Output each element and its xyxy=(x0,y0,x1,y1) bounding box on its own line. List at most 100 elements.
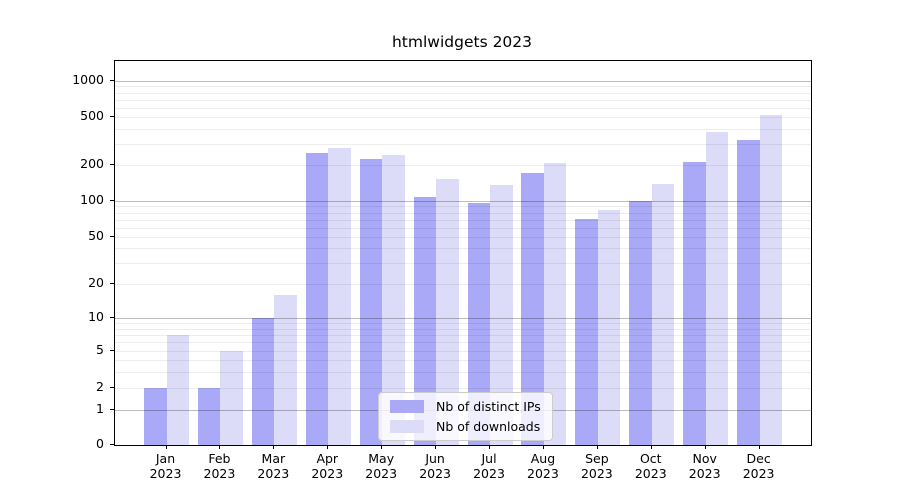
x-tick-month: Sep xyxy=(585,451,609,466)
y-tick-label-500: 500 xyxy=(80,108,104,123)
x-tick-month: Jun xyxy=(425,451,445,466)
x-tick-month: Mar xyxy=(261,451,286,466)
ips-bar-jan xyxy=(144,388,167,445)
y-tick-label-5: 5 xyxy=(96,342,104,357)
ips-bar-dec xyxy=(737,140,760,445)
x-tick-label-oct: Oct 2023 xyxy=(623,451,679,481)
x-tick-month: Apr xyxy=(316,451,339,466)
legend-swatch-ips xyxy=(390,400,424,413)
x-tick-year: 2023 xyxy=(527,466,559,481)
x-tick-year: 2023 xyxy=(473,466,505,481)
x-tick-mark-feb xyxy=(219,445,221,449)
x-tick-label-apr: Apr 2023 xyxy=(299,451,355,481)
x-tick-mark-jun xyxy=(435,445,437,449)
x-tick-label-jun: Jun 2023 xyxy=(407,451,463,481)
y-tick-mark-5 xyxy=(110,350,114,351)
downloads-bar-mar xyxy=(274,294,297,445)
x-tick-year: 2023 xyxy=(311,466,344,481)
x-tick-month: Oct xyxy=(639,451,662,466)
downloads-bar-dec xyxy=(759,115,783,445)
gridline-minor-40 xyxy=(115,248,811,249)
ips-bar-sep xyxy=(575,218,598,445)
x-tick-year: 2023 xyxy=(419,466,451,481)
gridline-minor-500 xyxy=(115,117,811,118)
y-tick-mark-20 xyxy=(110,283,114,284)
downloads-bar-nov xyxy=(705,131,729,445)
x-tick-year: 2023 xyxy=(203,466,236,481)
gridline-minor-400 xyxy=(115,129,811,130)
x-tick-month: Feb xyxy=(208,451,231,466)
x-tick-mark-apr xyxy=(327,445,329,449)
x-tick-year: 2023 xyxy=(688,466,721,481)
gridline-minor-200 xyxy=(115,165,811,166)
y-tick-mark-200 xyxy=(110,164,114,165)
gridline-minor-80 xyxy=(115,213,811,214)
x-tick-month: Jul xyxy=(481,451,497,466)
downloads-bar-feb xyxy=(220,351,243,445)
gridline-minor-700 xyxy=(115,100,811,101)
gridline-minor-4 xyxy=(115,360,811,361)
x-tick-mark-jan xyxy=(165,445,167,449)
legend-item-downloads: Nb of downloads xyxy=(390,419,541,434)
ips-bar-may xyxy=(359,159,383,445)
legend-item-ips: Nb of distinct IPs xyxy=(390,399,541,414)
downloads-bar-jun xyxy=(436,179,459,445)
plot-area xyxy=(114,60,812,446)
gridline-minor-20 xyxy=(115,284,811,285)
ips-bar-mar xyxy=(251,318,275,445)
x-tick-mark-may xyxy=(381,445,383,449)
x-tick-month: May xyxy=(368,451,395,466)
gridline-minor-8 xyxy=(115,329,811,330)
x-tick-year: 2023 xyxy=(149,466,182,481)
x-tick-label-sep: Sep 2023 xyxy=(569,451,625,481)
legend-label-ips: Nb of distinct IPs xyxy=(436,399,541,414)
gridline-minor-60 xyxy=(115,228,811,229)
gridline-major-100 xyxy=(115,201,811,202)
x-tick-mark-nov xyxy=(704,445,706,449)
downloads-bar-aug xyxy=(543,162,567,445)
x-tick-month: Nov xyxy=(692,451,717,466)
x-tick-year: 2023 xyxy=(257,466,290,481)
gridline-minor-900 xyxy=(115,86,811,87)
legend-swatch-downloads xyxy=(390,420,424,433)
y-tick-label-200: 200 xyxy=(80,156,104,171)
x-tick-mark-mar xyxy=(273,445,275,449)
y-tick-label-50: 50 xyxy=(88,228,104,243)
legend: Nb of distinct IPs Nb of downloads xyxy=(378,392,553,441)
y-tick-label-1: 1 xyxy=(96,401,104,416)
downloads-bar-jul xyxy=(490,185,513,445)
gridline-minor-6 xyxy=(115,342,811,343)
x-tick-month: Dec xyxy=(746,451,771,466)
x-tick-label-feb: Feb 2023 xyxy=(191,451,247,481)
y-tick-label-2: 2 xyxy=(96,379,104,394)
y-tick-mark-2 xyxy=(110,387,114,388)
downloads-bar-oct xyxy=(651,183,675,445)
x-tick-year: 2023 xyxy=(634,466,667,481)
ips-bar-feb xyxy=(197,388,221,445)
ips-bar-oct xyxy=(629,201,652,445)
x-tick-label-aug: Aug 2023 xyxy=(515,451,571,481)
x-tick-year: 2023 xyxy=(742,466,775,481)
chart-title: htmlwidgets 2023 xyxy=(391,33,533,51)
ips-bar-jul xyxy=(467,203,491,445)
gridline-major-10 xyxy=(115,318,811,319)
downloads-bar-apr xyxy=(328,147,351,445)
y-tick-mark-500 xyxy=(110,116,114,117)
y-tick-label-0: 0 xyxy=(96,436,104,451)
x-tick-year: 2023 xyxy=(365,466,398,481)
x-tick-year: 2023 xyxy=(580,466,613,481)
y-tick-label-100: 100 xyxy=(80,192,104,207)
x-tick-label-jan: Jan 2023 xyxy=(138,451,194,481)
x-tick-mark-aug xyxy=(542,445,544,449)
x-tick-label-jul: Jul 2023 xyxy=(461,451,517,481)
gridline-minor-9 xyxy=(115,323,811,324)
gridline-minor-600 xyxy=(115,108,811,109)
x-tick-mark-jul xyxy=(489,445,491,449)
downloads-bar-sep xyxy=(597,210,621,445)
downloads-bar-may xyxy=(382,155,405,445)
y-tick-mark-1000 xyxy=(110,80,114,81)
x-tick-mark-sep xyxy=(596,445,598,449)
gridline-major-1000 xyxy=(115,81,811,82)
gridline-minor-7 xyxy=(115,335,811,336)
